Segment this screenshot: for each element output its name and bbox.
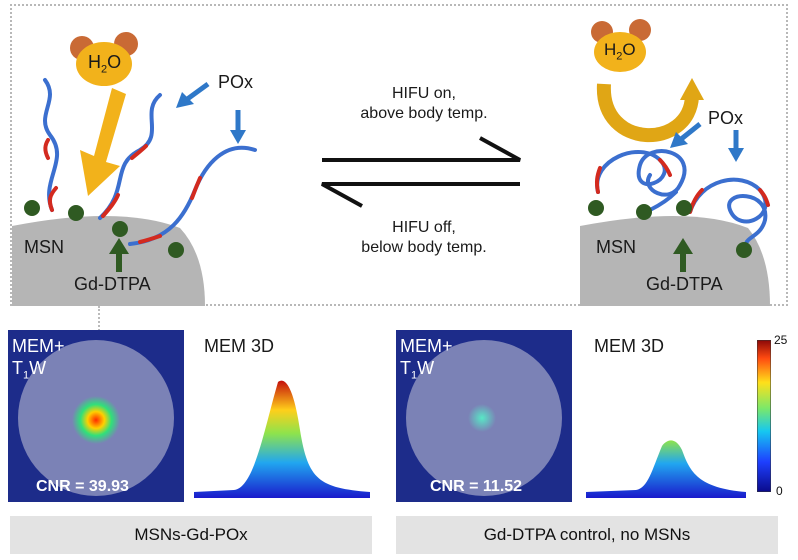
caption-right: Gd-DTPA control, no MSNs bbox=[396, 516, 778, 554]
mem-label-left: MEM+ T1W bbox=[12, 336, 65, 382]
cnr-left: CNR = 39.93 bbox=[36, 478, 129, 495]
arrow-bottom-text: HIFU off, below body temp. bbox=[361, 219, 487, 256]
arrow-top-text: HIFU on, above body temp. bbox=[360, 85, 488, 122]
polymer-coil bbox=[595, 149, 687, 197]
water-label-left: H2O bbox=[88, 52, 122, 76]
gd-pointer-arrow-left bbox=[109, 238, 129, 272]
mem3d-title-right: MEM 3D bbox=[594, 336, 665, 356]
mem-label-right: MEM+ T1W bbox=[400, 336, 453, 382]
msn-right bbox=[580, 215, 770, 306]
msn-label-left: MSN bbox=[24, 237, 64, 257]
pox-arrows-right bbox=[670, 122, 744, 162]
equilibrium-arrows bbox=[321, 136, 521, 208]
mri-image-right bbox=[396, 330, 572, 502]
polymer-coil bbox=[688, 177, 768, 252]
polymer-chain bbox=[43, 78, 60, 212]
water-molecule-left bbox=[70, 32, 138, 86]
caption-left: MSNs-Gd-POx bbox=[10, 516, 372, 554]
water-molecule-right bbox=[591, 19, 651, 72]
top-diagram bbox=[12, 19, 770, 306]
mem3d-title-left: MEM 3D bbox=[204, 336, 275, 356]
pox-label-right: POx bbox=[708, 108, 744, 128]
cnr-right: CNR = 11.52 bbox=[430, 478, 523, 495]
colorbar-min: 0 bbox=[776, 484, 783, 498]
gd-dots-right bbox=[588, 200, 752, 258]
mem3d-plot-left bbox=[194, 380, 370, 498]
gd-dots-left bbox=[24, 200, 184, 258]
gd-pointer-arrow-right bbox=[673, 238, 693, 272]
colorbar-max: 25 bbox=[774, 333, 788, 347]
gd-label-right: Gd-DTPA bbox=[646, 274, 723, 294]
water-arrow-left bbox=[80, 88, 126, 196]
water-arrow-right bbox=[596, 83, 699, 143]
mem3d-plot-right bbox=[586, 440, 746, 498]
msn-label-right: MSN bbox=[596, 237, 636, 257]
water-label-right: H2O bbox=[604, 40, 636, 63]
top-diagram-frame bbox=[10, 4, 788, 306]
mri-image-left bbox=[8, 330, 184, 502]
colorbar bbox=[757, 340, 771, 492]
gd-label-left: Gd-DTPA bbox=[74, 274, 151, 294]
pox-label-left: POx bbox=[218, 72, 254, 92]
pox-arrows-left bbox=[176, 81, 246, 144]
